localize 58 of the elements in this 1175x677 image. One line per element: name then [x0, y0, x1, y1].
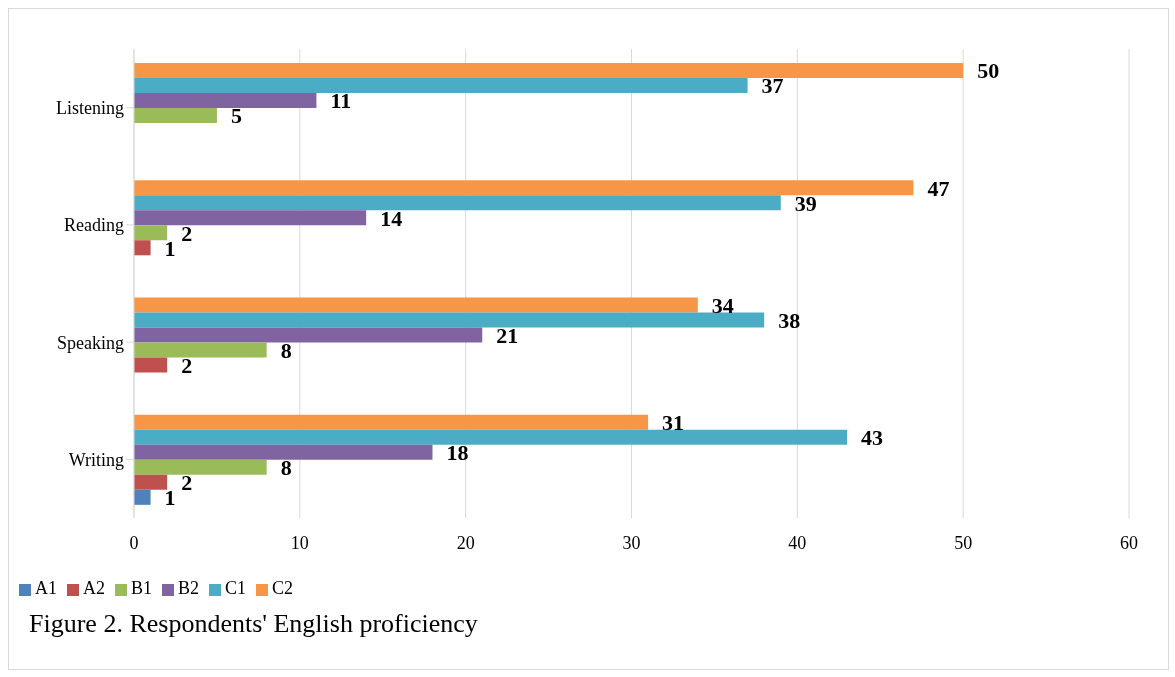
data-label: 1 — [164, 235, 176, 261]
bar — [134, 444, 433, 460]
bar — [134, 459, 267, 475]
data-label: 11 — [330, 88, 352, 114]
y-tick-label: Reading — [64, 215, 124, 236]
bar — [134, 63, 964, 79]
legend-label: A2 — [83, 578, 105, 598]
bar — [134, 414, 649, 430]
y-tick-label: Writing — [68, 449, 124, 470]
x-tick-label: 40 — [788, 532, 807, 553]
data-label: 50 — [977, 58, 1000, 84]
bar — [134, 312, 765, 328]
data-label: 38 — [778, 307, 801, 333]
y-tick-label: Speaking — [57, 332, 124, 353]
bar — [134, 78, 748, 94]
bar — [134, 180, 914, 196]
data-label: 5 — [230, 103, 242, 129]
caption: Figure 2. Respondents' English proficiency — [28, 609, 479, 639]
legend-label: C1 — [225, 578, 247, 598]
data-label: 2 — [181, 470, 193, 496]
bar — [134, 210, 367, 226]
bar — [134, 357, 168, 373]
bar — [134, 489, 151, 505]
x-tick-label: 30 — [622, 532, 641, 553]
data-label: 47 — [927, 175, 950, 201]
data-label: 14 — [380, 205, 403, 231]
legend-label: B2 — [178, 578, 200, 598]
x-tick-label: 60 — [1120, 532, 1138, 553]
bar — [134, 474, 168, 490]
bar — [134, 297, 698, 313]
bar — [134, 327, 483, 343]
y-tick-label: Listening — [56, 98, 124, 119]
legend-label: A1 — [35, 578, 57, 598]
bar — [134, 429, 848, 445]
legend-label: B1 — [131, 578, 153, 598]
bar — [134, 240, 151, 256]
data-label: 43 — [861, 425, 884, 451]
data-label: 31 — [662, 410, 685, 436]
data-label: 8 — [280, 455, 292, 481]
bar — [134, 225, 168, 241]
data-label: 39 — [794, 190, 817, 216]
data-label: 8 — [280, 337, 292, 363]
bar — [134, 342, 267, 358]
data-label: 18 — [446, 440, 469, 466]
data-label: 2 — [181, 220, 193, 246]
legend-label: C2 — [272, 578, 294, 598]
data-label: 37 — [761, 73, 784, 99]
data-label: 2 — [181, 352, 193, 378]
x-tick-label: 0 — [129, 532, 139, 553]
x-tick-label: 50 — [954, 532, 973, 553]
bar — [134, 108, 217, 124]
data-label: 21 — [496, 322, 519, 348]
x-tick-label: 10 — [290, 532, 309, 553]
bar — [134, 93, 317, 109]
data-label: 34 — [711, 292, 734, 318]
bar — [134, 195, 781, 211]
x-tick-label: 20 — [456, 532, 475, 553]
data-label: 1 — [164, 485, 176, 511]
